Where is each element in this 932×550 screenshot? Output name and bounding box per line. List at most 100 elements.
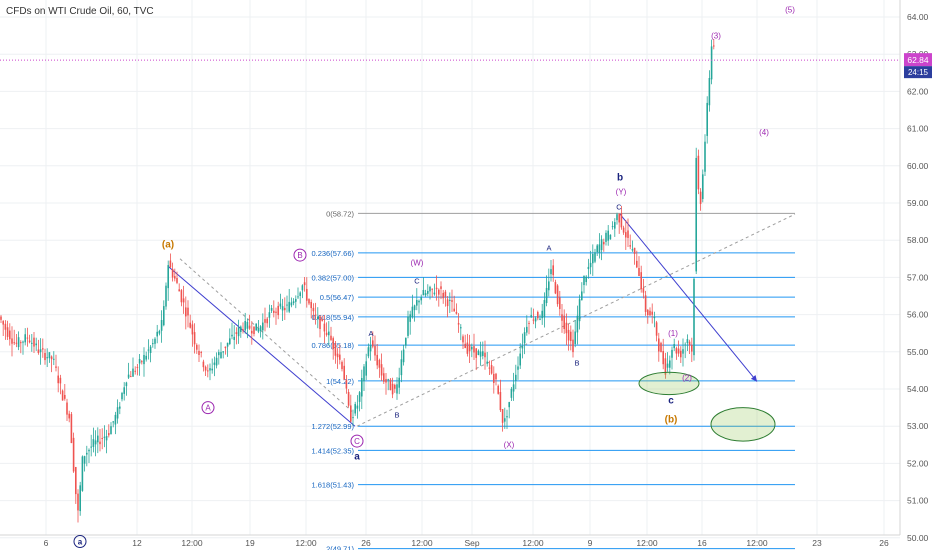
candle-body (435, 287, 438, 290)
candle-body (290, 302, 293, 306)
candle-body (350, 405, 352, 422)
trendline (167, 265, 356, 427)
wave-label: c (668, 396, 674, 407)
y-tick-label: 51.00 (907, 496, 929, 506)
candle-body (616, 214, 618, 221)
last-price-label: 62.84 (907, 55, 929, 65)
candle-body (325, 332, 328, 335)
candle-body (594, 252, 596, 262)
candle-body (440, 286, 442, 289)
candle-body (372, 340, 374, 347)
candle-body (0, 316, 2, 320)
candle-body (633, 247, 636, 254)
candle-body (317, 316, 319, 320)
candle-body (226, 342, 229, 347)
candle-body (592, 253, 594, 264)
trendline (179, 258, 353, 412)
candle-body (565, 322, 568, 334)
candle-body (409, 314, 411, 322)
candle-body (396, 384, 398, 394)
candle-body (176, 277, 178, 283)
candle-body (99, 441, 101, 445)
candle-body (277, 305, 279, 316)
candle-body (31, 342, 33, 344)
y-tick-label: 58.00 (907, 235, 929, 245)
candle-body (548, 281, 550, 291)
candle-body (666, 363, 669, 368)
fib-level-label: 1.414(52.35) (311, 446, 354, 455)
candle-body (138, 359, 141, 364)
candle-body (90, 446, 92, 448)
candle-body (680, 350, 682, 358)
candle-body (526, 326, 528, 333)
candle-body (323, 323, 326, 332)
fib-level-label: 0.5(56.47) (320, 293, 355, 302)
candle-body (534, 318, 537, 322)
candle-body (48, 352, 51, 359)
candle-body (662, 351, 664, 365)
candle-body (369, 345, 372, 352)
candle-body (449, 299, 451, 301)
x-tick-label: 12:00 (181, 538, 203, 548)
candle-body (257, 328, 260, 332)
candle-body (39, 349, 42, 353)
candle-body (376, 354, 378, 366)
candle-body (697, 155, 700, 190)
wave-label: A (205, 403, 211, 412)
y-tick-label: 61.00 (907, 124, 929, 134)
candle-body (460, 327, 462, 329)
candles (0, 39, 715, 523)
candle-body (105, 435, 108, 441)
wave-circle (73, 535, 87, 549)
candle-body (528, 322, 530, 324)
candle-body (321, 319, 323, 321)
candle-body (119, 406, 121, 409)
candle-body (400, 359, 403, 376)
x-tick-label: 12:00 (411, 538, 433, 548)
candle-body (319, 316, 321, 330)
candle-body (143, 354, 145, 365)
candle-body (299, 292, 301, 296)
candle-body (17, 337, 20, 348)
candle-body (647, 309, 649, 316)
x-tick-label: 19 (245, 538, 255, 548)
candle-body (631, 249, 634, 251)
candle-body (24, 334, 26, 343)
candle-body (587, 266, 590, 270)
candle-body (378, 359, 381, 368)
candle-body (308, 299, 310, 304)
candle-body (200, 352, 202, 354)
candle-body (264, 319, 266, 323)
candle-body (464, 343, 466, 348)
candle-body (713, 45, 715, 47)
candle-body (622, 227, 625, 233)
candle-body (581, 291, 583, 301)
candle-body (187, 307, 189, 316)
candle-body (251, 330, 253, 334)
candle-body (545, 287, 548, 304)
y-tick-label: 55.00 (907, 347, 929, 357)
candle-body (596, 245, 598, 253)
candle-body (699, 191, 702, 204)
candle-body (121, 392, 123, 400)
candle-body (576, 315, 579, 333)
candle-body (383, 373, 385, 382)
wave-label: (3) (711, 31, 721, 40)
y-tick-label: 50.00 (907, 533, 929, 543)
candle-body (669, 360, 671, 368)
candle-body (330, 335, 332, 340)
candle-body (387, 379, 389, 381)
wave-label: A (368, 329, 373, 338)
candle-body (160, 320, 163, 331)
candle-body (422, 289, 425, 296)
candle-body (611, 226, 614, 228)
x-tick-label: 12:00 (636, 538, 658, 548)
candle-body (462, 336, 464, 343)
target-ellipse (638, 371, 700, 396)
y-tick-label: 52.00 (907, 458, 929, 468)
candle-body (493, 373, 495, 384)
candle-body (572, 339, 574, 353)
wave-label: B (574, 359, 579, 368)
wave-label: B (394, 411, 399, 420)
